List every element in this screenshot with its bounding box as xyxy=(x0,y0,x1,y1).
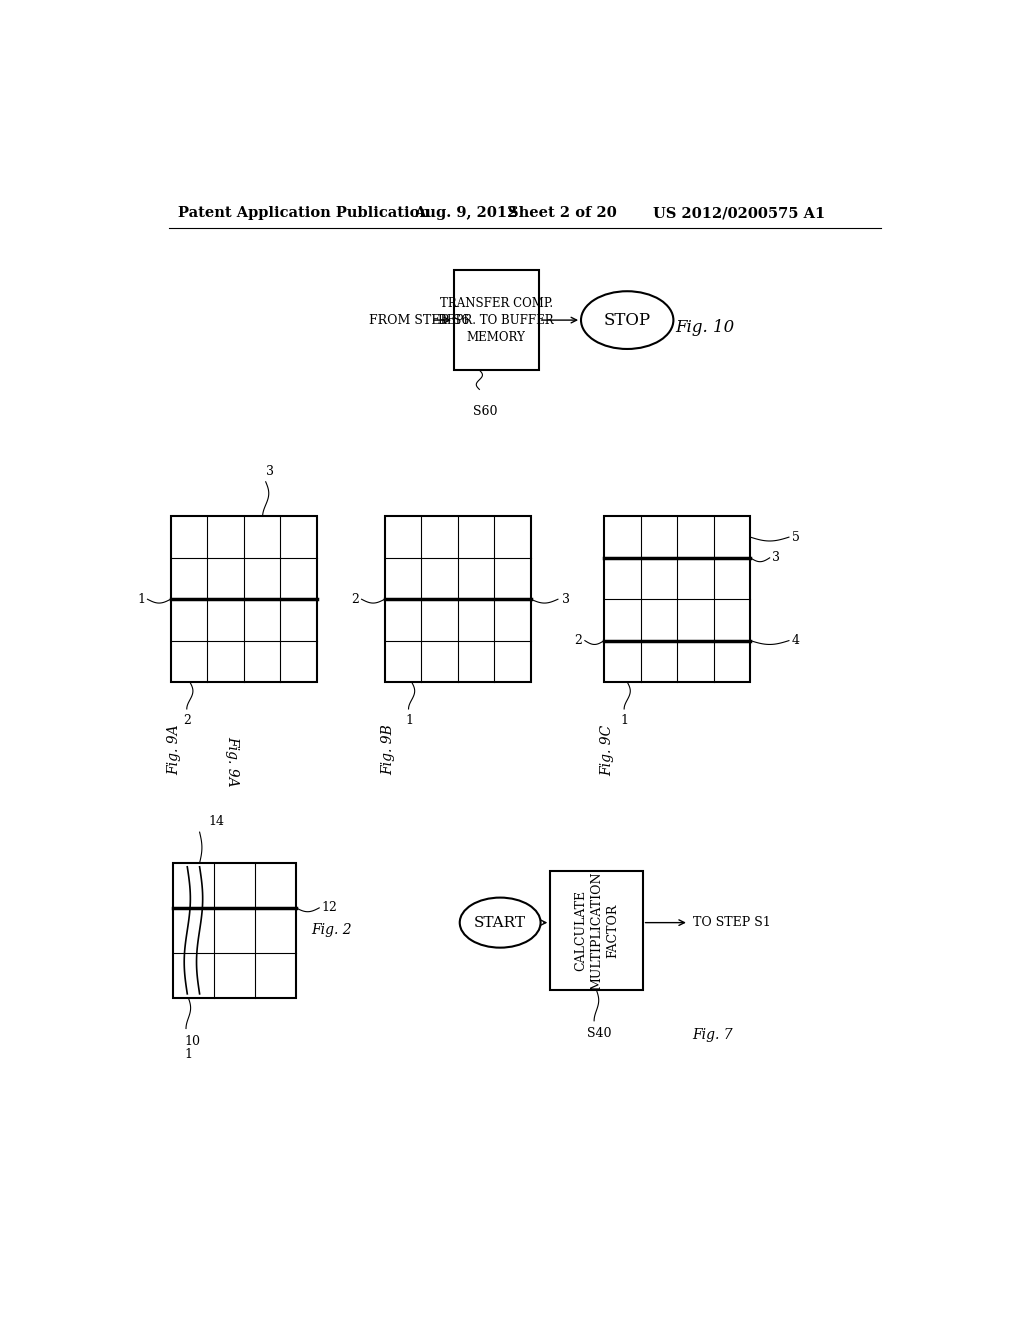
Text: 3: 3 xyxy=(772,552,780,565)
Text: 1: 1 xyxy=(137,593,145,606)
Text: CALCULATE
MULTIPLICATION
FACTOR: CALCULATE MULTIPLICATION FACTOR xyxy=(573,871,618,990)
Text: 10: 10 xyxy=(184,1035,201,1048)
Text: TO STEP S1: TO STEP S1 xyxy=(692,916,770,929)
Text: US 2012/0200575 A1: US 2012/0200575 A1 xyxy=(652,206,825,220)
Text: 2: 2 xyxy=(183,714,191,727)
Text: 14: 14 xyxy=(209,816,225,829)
Text: START: START xyxy=(474,916,526,929)
Text: STOP: STOP xyxy=(603,312,651,329)
Text: 2: 2 xyxy=(574,634,583,647)
Text: Patent Application Publication: Patent Application Publication xyxy=(178,206,430,220)
Bar xyxy=(604,516,751,682)
Text: Fig. 2: Fig. 2 xyxy=(311,923,352,937)
Bar xyxy=(550,871,643,990)
Text: 5: 5 xyxy=(792,531,800,544)
Text: FROM STEP S6: FROM STEP S6 xyxy=(370,314,470,326)
Text: Sheet 2 of 20: Sheet 2 of 20 xyxy=(508,206,616,220)
Text: 2: 2 xyxy=(351,593,359,606)
Ellipse shape xyxy=(581,292,674,348)
Ellipse shape xyxy=(460,898,541,948)
Text: Aug. 9, 2012: Aug. 9, 2012 xyxy=(414,206,517,220)
Text: Fig. 9B: Fig. 9B xyxy=(381,725,395,775)
Text: Fig. 9A: Fig. 9A xyxy=(167,725,181,775)
Text: S40: S40 xyxy=(587,1027,611,1040)
Text: 1: 1 xyxy=(406,714,414,727)
Text: 3: 3 xyxy=(266,465,274,478)
Text: 4: 4 xyxy=(792,634,800,647)
Bar xyxy=(173,863,296,998)
Text: Fig. 10: Fig. 10 xyxy=(675,319,734,337)
Text: 1: 1 xyxy=(184,1048,193,1061)
Text: Fig. 9A: Fig. 9A xyxy=(225,737,240,787)
Bar xyxy=(385,516,531,682)
Bar xyxy=(454,271,539,370)
Text: 1: 1 xyxy=(621,714,629,727)
Text: 12: 12 xyxy=(322,902,337,915)
Text: Fig. 7: Fig. 7 xyxy=(692,1028,733,1043)
Bar xyxy=(171,516,316,682)
Text: 3: 3 xyxy=(562,593,569,606)
Text: Fig. 9C: Fig. 9C xyxy=(600,725,614,776)
Text: TRANSFER COMP.
REPR. TO BUFFER
MEMORY: TRANSFER COMP. REPR. TO BUFFER MEMORY xyxy=(438,297,554,343)
Text: S60: S60 xyxy=(473,405,498,418)
